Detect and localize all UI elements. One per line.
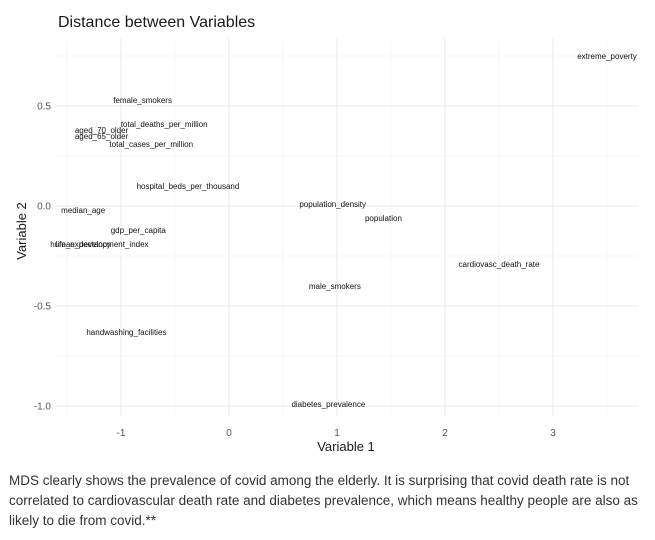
y-tick-label: -0.5 — [34, 302, 52, 313]
axis-ticks: -1 0 1 2 3 0.5 0.0 -0.5 -1.0 — [34, 102, 556, 440]
point-label: total_deaths_per_million — [121, 120, 208, 129]
grid-lines — [55, 38, 638, 416]
caption-text: MDS clearly shows the prevalence of covi… — [9, 473, 638, 528]
x-tick-label: 1 — [334, 428, 340, 439]
point-label: population_density — [299, 200, 366, 209]
point-label: human_development_index — [50, 240, 148, 249]
point-label: handwashing_facilities — [86, 328, 166, 337]
y-tick-label: 0.0 — [37, 202, 51, 213]
y-tick-label: 0.5 — [37, 102, 51, 113]
x-tick-label: -1 — [117, 428, 126, 439]
point-label: female_smokers — [113, 96, 172, 105]
x-axis-title: Variable 1 — [317, 439, 375, 454]
y-tick-label: -1.0 — [34, 402, 52, 413]
point-label: life_expectancy — [56, 240, 111, 249]
point-label: male_smokers — [309, 282, 361, 291]
point-label: aged_70_older — [75, 126, 129, 135]
point-label: total_cases_per_million — [109, 140, 193, 149]
point-label: aged_65_older — [75, 132, 129, 141]
point-label: cardiovasc_death_rate — [459, 260, 540, 269]
x-tick-label: 3 — [550, 428, 556, 439]
point-labels: extreme_poverty female_smokers total_death… — [50, 52, 637, 409]
x-tick-label: 0 — [226, 428, 232, 439]
chart-svg: Distance between Variables -1 0 1 2 30.50.0-… — [14, 14, 638, 454]
chart-title: Distance between Variables — [58, 14, 255, 31]
point-label: diabetes_prevalence — [291, 400, 365, 409]
x-tick-label: 2 — [442, 428, 448, 439]
point-label: gdp_per_capita — [111, 226, 167, 235]
point-label: population — [365, 214, 402, 223]
point-label: hospital_beds_per_thousand — [137, 182, 240, 191]
point-label: median_age — [61, 206, 106, 215]
point-label: extreme_poverty — [577, 52, 637, 61]
mds-chart: Distance between Variables -1 0 1 2 3 0.5 0.0-… — [14, 14, 638, 454]
y-axis-title: Variable 2 — [14, 202, 29, 260]
